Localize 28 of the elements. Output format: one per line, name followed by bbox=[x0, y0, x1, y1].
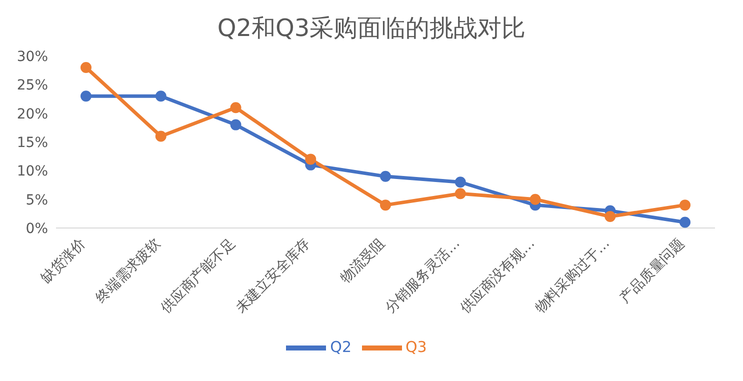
point bbox=[155, 130, 166, 142]
x-tick-label: 产品质量问题 bbox=[617, 236, 688, 306]
y-tick-label: 15% bbox=[16, 134, 48, 151]
point bbox=[380, 200, 391, 211]
x-tick-label: 物流受阻 bbox=[337, 236, 388, 286]
y-tick-label: 0% bbox=[26, 220, 48, 237]
legend-label: Q3 bbox=[406, 338, 427, 356]
y-tick-label: 20% bbox=[16, 106, 48, 122]
chart-title: Q2和Q3采购面临的挑战对比 bbox=[216, 13, 527, 44]
point bbox=[454, 188, 466, 200]
y-tick-label: 25% bbox=[16, 78, 48, 94]
point bbox=[80, 62, 92, 73]
point bbox=[305, 154, 316, 165]
point bbox=[530, 194, 541, 205]
point bbox=[230, 102, 242, 114]
x-tick-label: 缺货涨价 bbox=[38, 236, 89, 286]
y-tick-label: 30% bbox=[16, 48, 48, 65]
point bbox=[155, 90, 166, 102]
point bbox=[680, 216, 690, 228]
point bbox=[680, 200, 690, 211]
legend-label: Q2 bbox=[330, 338, 352, 356]
y-tick-label: 10% bbox=[16, 164, 48, 180]
y-tick-label: 5% bbox=[26, 192, 48, 208]
point bbox=[604, 211, 616, 222]
point bbox=[454, 176, 466, 188]
point bbox=[80, 90, 92, 102]
point bbox=[380, 170, 391, 182]
point bbox=[230, 119, 242, 130]
